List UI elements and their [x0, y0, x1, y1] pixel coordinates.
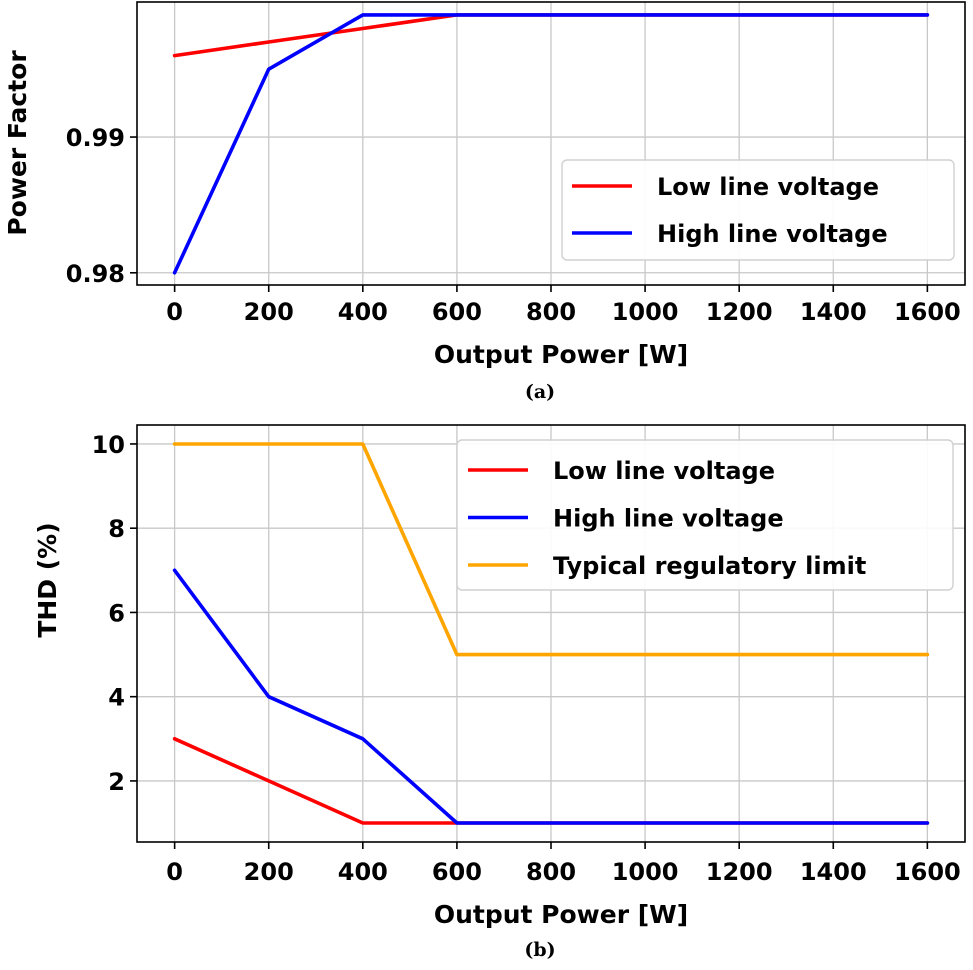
x-tick-label: 1000: [612, 858, 679, 886]
series-line-high-line-voltage: [172, 13, 930, 275]
y-tick-label: 4: [108, 684, 125, 712]
y-tick-label: 8: [108, 515, 125, 543]
x-tick-label: 200: [244, 298, 294, 326]
legend-label: High line voltage: [657, 220, 888, 248]
panel-caption: (b): [524, 939, 555, 961]
chart-panel-a: 0 200 400 600 800 1000 1200 1400 1600 0.98 0.99 Out…: [3, 1, 966, 403]
x-tick-label: 600: [432, 858, 482, 886]
x-tick-label: 0: [166, 858, 183, 886]
y-axis-label: THD (%): [33, 522, 62, 637]
legend-label: Typical regulatory limit: [553, 552, 866, 580]
x-tick-label: 1200: [706, 298, 773, 326]
x-axis-label: Output Power [W]: [434, 900, 688, 929]
x-tick-label: 600: [432, 298, 482, 326]
y-tick-label: 0.98: [66, 260, 125, 288]
y-tick-label: 0.99: [66, 124, 125, 152]
x-tick-label: 200: [244, 858, 294, 886]
x-tick-label: 0: [166, 298, 183, 326]
x-tick-label: 1400: [800, 858, 867, 886]
chart-panel-b: 0 200 400 600 800 1000 1200 1400 1600 2 4 6 8 10 Outpu…: [33, 424, 966, 961]
legend-box: [456, 439, 954, 591]
x-axis-label: Output Power [W]: [434, 340, 688, 369]
y-axis-label: Power Factor: [3, 50, 32, 236]
legend-label: Low line voltage: [657, 173, 879, 201]
x-tick-label: 1600: [894, 298, 961, 326]
y-tick-label: 6: [108, 599, 125, 627]
series-line-typical-regulatory-limit: [172, 442, 930, 657]
y-tick-label: 2: [108, 768, 125, 796]
legend: Low line voltage High line voltage Typical…: [456, 439, 954, 591]
legend-label: High line voltage: [553, 505, 784, 533]
panel-caption: (a): [525, 381, 555, 403]
legend: Low line voltage High line voltage: [561, 159, 955, 261]
x-tick-label: 800: [526, 858, 576, 886]
legend-label: Low line voltage: [553, 457, 775, 485]
x-tick-label: 1400: [800, 298, 867, 326]
x-tick-label: 1600: [894, 858, 961, 886]
legend-box: [561, 159, 955, 261]
x-tick-label: 1000: [612, 298, 679, 326]
x-tick-label: 1200: [706, 858, 773, 886]
y-tick-label: 10: [92, 431, 125, 459]
x-tick-label: 400: [338, 858, 388, 886]
x-tick-label: 400: [338, 298, 388, 326]
series-line-high-line-voltage: [172, 568, 930, 825]
x-tick-label: 800: [526, 298, 576, 326]
